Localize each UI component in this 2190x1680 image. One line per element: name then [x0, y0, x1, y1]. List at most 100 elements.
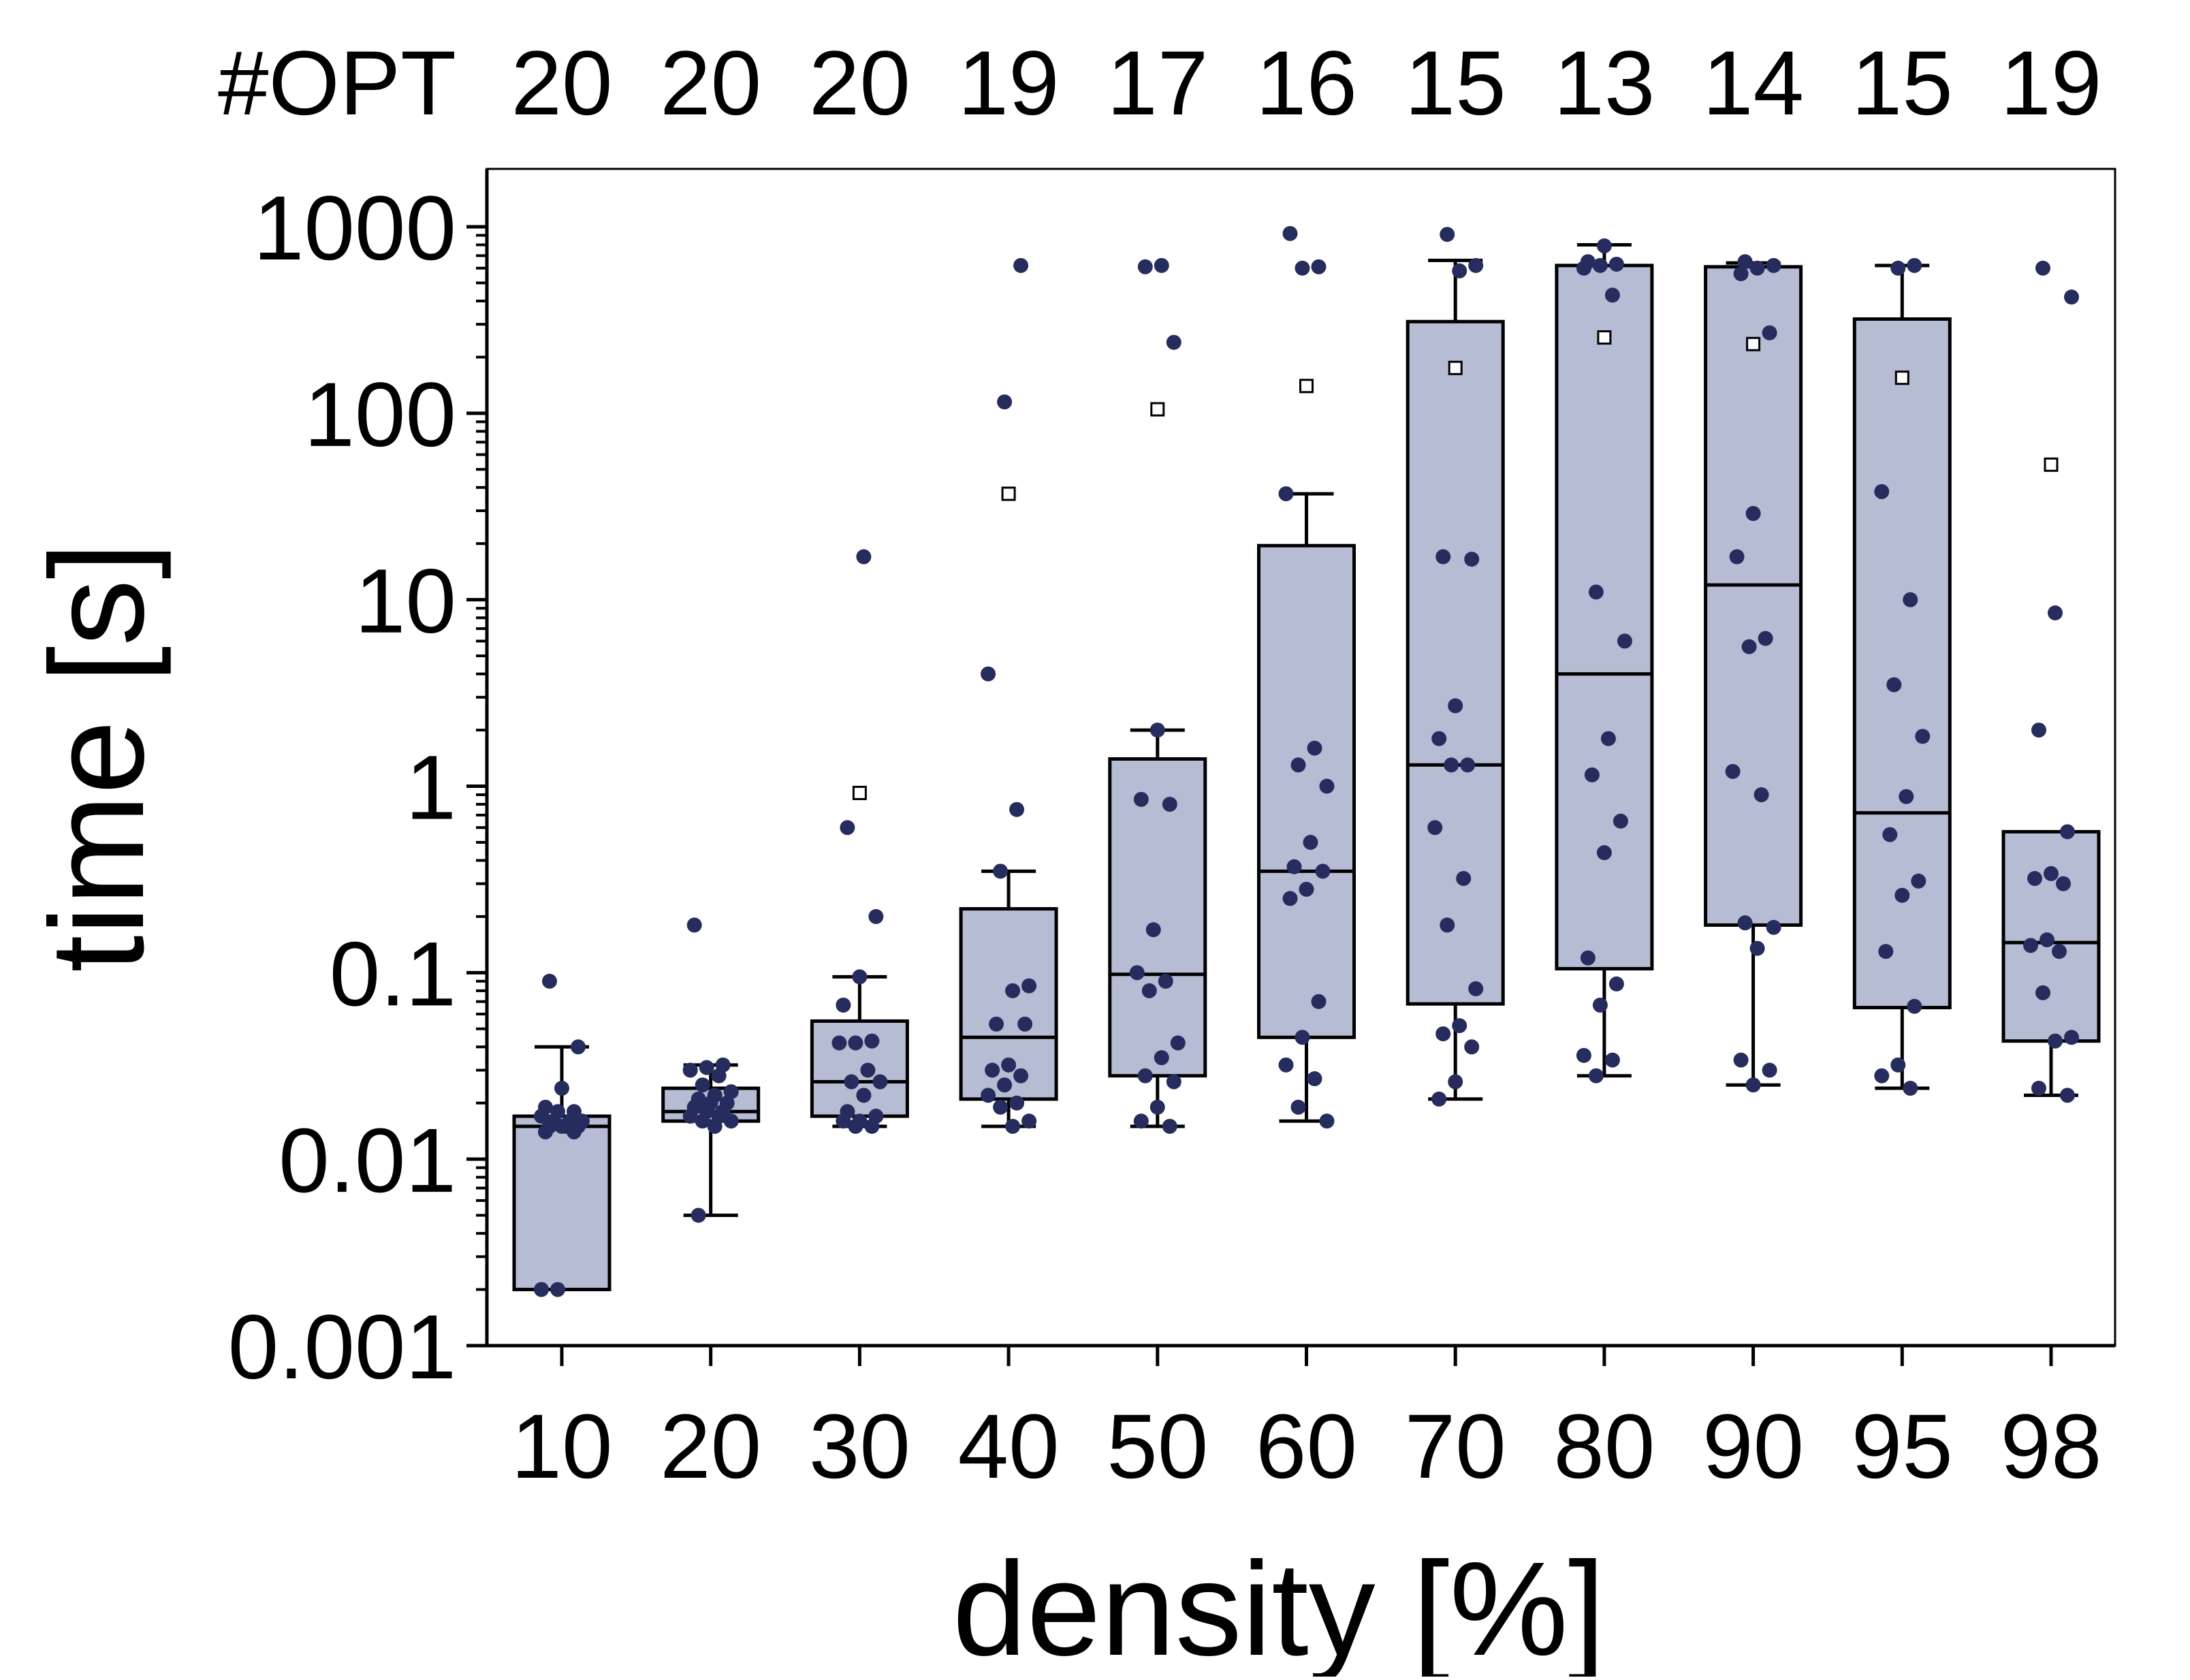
opt-count: 20	[809, 33, 910, 134]
data-point	[1278, 486, 1294, 502]
data-point	[1137, 259, 1153, 274]
data-point	[1911, 873, 1926, 889]
box-iqr	[1406, 319, 1505, 1006]
data-point	[1009, 1095, 1025, 1111]
data-point	[989, 1016, 1004, 1032]
data-point	[1133, 791, 1149, 807]
data-point	[554, 1081, 569, 1096]
data-point	[1580, 950, 1596, 966]
opt-header-label: #OPT	[218, 33, 456, 134]
x-tick-label: 80	[1553, 1396, 1655, 1497]
mean-marker	[1299, 379, 1314, 394]
data-point	[1580, 254, 1596, 270]
data-point	[1448, 698, 1463, 714]
data-point	[1733, 266, 1749, 281]
data-point	[1431, 1091, 1447, 1107]
y-tick-label: 1	[405, 738, 456, 839]
x-tick-label: 90	[1702, 1396, 1804, 1497]
data-point	[2064, 1030, 2079, 1045]
data-point	[997, 394, 1013, 410]
opt-count-row: #OPT 20 20 20 19 17 16 15 13 14 15 19	[218, 33, 2102, 134]
data-point	[1915, 729, 1931, 744]
data-point	[695, 1077, 710, 1093]
data-point	[844, 1074, 859, 1090]
data-point	[1440, 917, 1455, 933]
data-point	[2044, 866, 2059, 881]
data-point	[993, 863, 1009, 879]
data-point	[1596, 845, 1612, 861]
data-point	[1882, 827, 1898, 842]
x-axis-ticks: 10 20 30 40 50 60 70 80 90 95 98	[511, 1346, 2102, 1497]
data-point	[1149, 1099, 1165, 1115]
x-tick-label: 70	[1405, 1396, 1506, 1497]
y-tick-label: 1000	[253, 178, 456, 279]
data-point	[1729, 549, 1745, 565]
box-iqr	[1108, 757, 1207, 1078]
data-point	[2040, 932, 2054, 948]
data-point	[1464, 552, 1480, 567]
x-tick-label: 50	[1107, 1396, 1208, 1497]
data-point	[1608, 256, 1624, 272]
data-point	[1604, 287, 1620, 303]
data-point	[707, 1088, 723, 1103]
data-point	[1315, 863, 1331, 879]
data-point	[1899, 789, 1914, 804]
data-point	[1753, 787, 1769, 803]
data-point	[723, 1084, 739, 1100]
data-point	[1021, 978, 1037, 994]
data-point	[1129, 965, 1145, 981]
mean-marker	[1448, 360, 1463, 375]
x-axis-title: density [%]	[953, 1534, 1606, 1677]
data-point	[567, 1104, 582, 1120]
x-tick-label: 40	[958, 1396, 1060, 1497]
data-point	[1021, 1113, 1037, 1129]
data-point	[1149, 723, 1165, 738]
data-point	[1005, 1118, 1021, 1134]
data-point	[993, 1099, 1009, 1115]
data-point	[1762, 325, 1777, 340]
data-point	[1766, 919, 1781, 935]
data-point	[840, 820, 855, 836]
data-point	[1749, 940, 1765, 956]
data-point	[2027, 871, 2042, 887]
data-point	[1464, 1039, 1480, 1055]
data-point	[1307, 1071, 1322, 1087]
data-point	[1282, 891, 1298, 906]
data-point	[1766, 257, 1781, 273]
data-point	[852, 969, 868, 985]
data-point	[1452, 263, 1467, 279]
box-series	[512, 225, 2101, 1297]
data-point	[550, 1282, 565, 1297]
data-point	[1166, 334, 1181, 350]
opt-count: 15	[1405, 33, 1506, 134]
data-point	[856, 549, 872, 565]
mean-marker	[1597, 330, 1612, 345]
data-point	[1907, 998, 1922, 1014]
box-iqr	[1555, 264, 1654, 971]
data-point	[1749, 260, 1765, 276]
data-point	[1170, 1035, 1186, 1051]
data-point	[1452, 1018, 1467, 1034]
data-point	[1604, 1052, 1620, 1068]
data-point	[1903, 592, 1918, 607]
data-point	[1725, 763, 1741, 779]
box-group	[661, 917, 761, 1223]
data-point	[864, 1033, 880, 1049]
y-axis-title: time [s]	[22, 542, 172, 972]
data-point	[1162, 797, 1177, 812]
data-point	[840, 1104, 855, 1120]
data-point	[1460, 757, 1476, 773]
data-point	[1435, 1026, 1451, 1042]
box-group	[1852, 257, 1952, 1096]
data-point	[1758, 631, 1773, 646]
data-point	[1468, 981, 1484, 996]
data-point	[1596, 238, 1612, 254]
data-point	[2052, 944, 2067, 960]
data-point	[1154, 1050, 1169, 1066]
data-point	[848, 1035, 863, 1051]
data-point	[550, 1104, 565, 1120]
data-point	[1874, 1068, 1890, 1083]
data-point	[1145, 922, 1161, 938]
x-tick-label: 95	[1852, 1396, 1953, 1497]
